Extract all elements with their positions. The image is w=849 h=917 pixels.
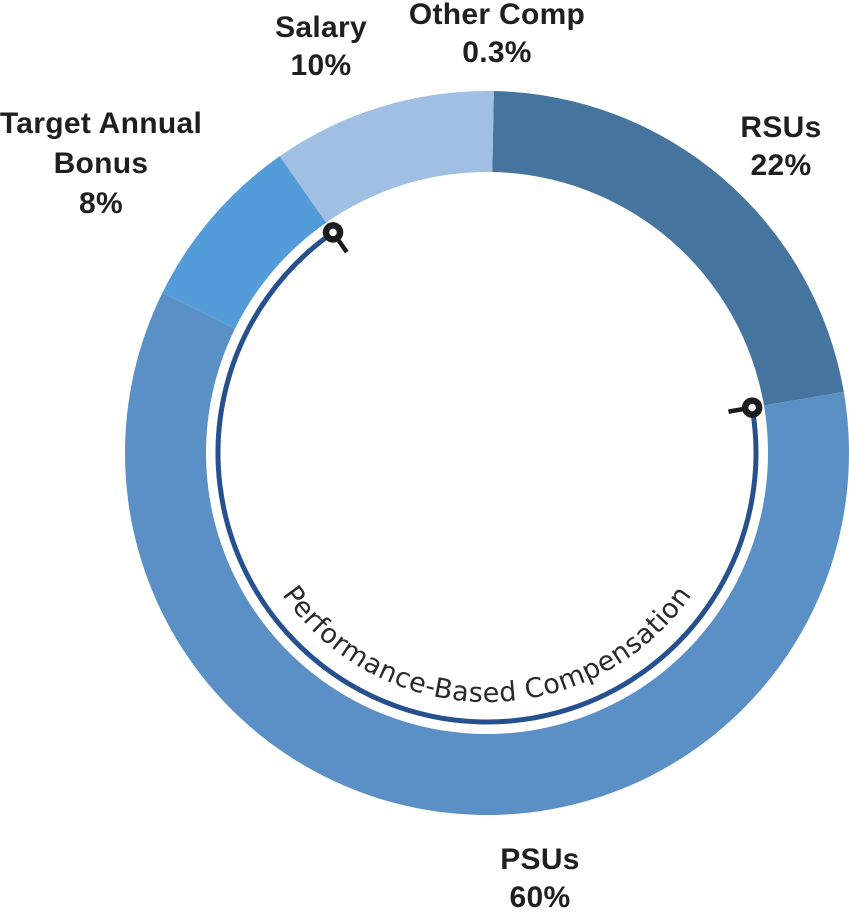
label-target-annual-bonus-pct: 8% [79,187,123,220]
label-rsus: RSUs 22% [740,109,821,185]
performance-arc-line [215,230,759,725]
label-target-annual-bonus: Target Annual Bonus 8% [0,104,217,224]
slice-psus [124,292,849,816]
arc-end-tick [336,239,349,254]
arc-end-marker-icon [322,222,344,243]
label-salary-pct: 10% [290,49,352,82]
label-rsus-pct: 22% [750,149,812,182]
label-other-comp-pct: 0.3% [462,36,532,69]
donut-segments [124,90,849,816]
slice-salary [279,90,494,223]
slice-target-annual-bonus [162,156,327,329]
performance-arc-group [215,222,763,725]
label-target-annual-bonus-name: Target Annual Bonus [0,107,203,180]
arc-end-tick [728,407,743,414]
arc-end-marker-icon [741,397,763,418]
performance-arc-text: Performance-Based Compensation [276,580,697,709]
label-rsus-name: RSUs [740,111,822,144]
label-salary: Salary 10% [275,9,367,85]
label-psus: PSUs 60% [500,841,580,917]
performance-arc-label: Performance-Based Compensation [276,580,697,709]
label-psus-pct: 60% [509,881,571,914]
slice-rsus [492,91,844,406]
label-salary-name: Salary [275,11,367,44]
label-psus-name: PSUs [500,843,580,876]
label-other-comp-name: Other Comp [408,0,586,31]
label-other-comp: Other Comp 0.3% [409,0,585,72]
